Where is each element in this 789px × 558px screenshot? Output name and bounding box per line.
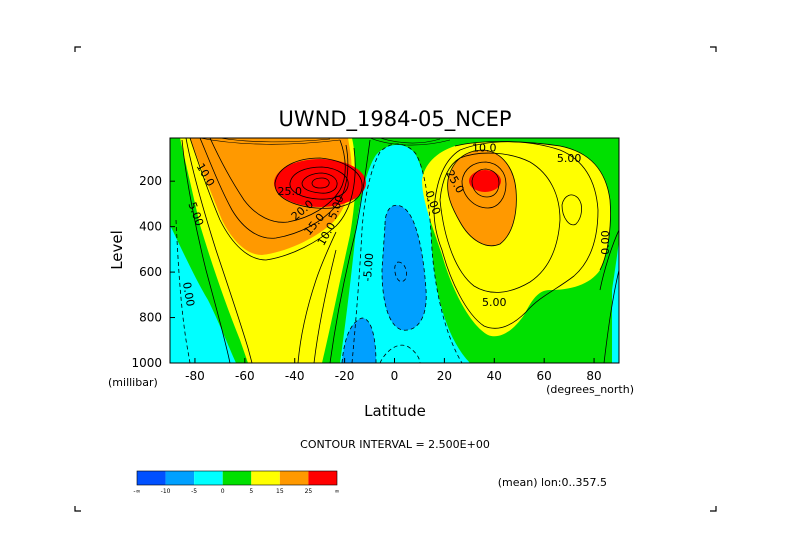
y-axis: 200 400 600 800 1000 <box>131 174 175 370</box>
y-tick-label: 200 <box>139 174 162 188</box>
colorbar-swatch <box>137 471 166 485</box>
x-tick-label: 60 <box>537 369 552 383</box>
contour-label: 5.00 <box>482 296 507 309</box>
y-tick-label: 400 <box>139 220 162 234</box>
contour-fill-orange-right <box>447 150 517 246</box>
x-unit-label: (degrees_north) <box>546 383 634 396</box>
x-tick-label: -20 <box>335 369 355 383</box>
chart-title: UWND_1984-05_NCEP <box>278 107 511 132</box>
contour-fill-cyan-right <box>612 240 619 363</box>
colorbar-tick-label: -10 <box>161 488 171 495</box>
colorbar-tick-label: 25 <box>305 488 313 495</box>
colorbar-tick-label: -5 <box>191 488 197 495</box>
colorbar-tick-label: 5 <box>249 488 253 495</box>
y-axis-title: Level <box>108 230 126 270</box>
colorbar-tick-label: 0 <box>221 488 225 495</box>
contour-fill-blue-upper <box>382 205 427 331</box>
crop-marks <box>74 46 717 512</box>
x-tick-label: 40 <box>487 369 502 383</box>
y-tick-label: 600 <box>139 265 162 279</box>
contour-label: 25.0 <box>277 185 302 198</box>
x-axis-title: Latitude <box>364 402 426 420</box>
x-tick-label: 80 <box>586 369 601 383</box>
contour-lines <box>181 138 619 363</box>
colorbar-swatch <box>308 471 337 485</box>
colorbar-swatch <box>165 471 195 485</box>
y-tick-label: 1000 <box>131 356 162 370</box>
y-tick-label: 800 <box>139 311 162 325</box>
contour-label: 5.00 <box>557 152 582 165</box>
x-tick-label: 20 <box>437 369 452 383</box>
colorbar-swatch <box>279 471 309 485</box>
colorbar-tick-label: ∞ <box>335 488 340 495</box>
contour-fill-red-south <box>274 159 366 207</box>
x-tick-label: -60 <box>235 369 255 383</box>
contour-label: 0.00 <box>599 230 612 255</box>
colorbar-frame <box>136 470 338 486</box>
contour-label: 10.0 <box>472 142 497 155</box>
x-axis: -80 -60 -40 -20 0 20 40 60 80 <box>185 358 602 383</box>
x-tick-label: 0 <box>391 369 399 383</box>
colorbar-tick-label: -∞ <box>133 488 140 495</box>
contour-lines-top <box>199 138 451 146</box>
footnote-label: (mean) lon:0..357.5 <box>498 476 607 489</box>
colorbar-swatch <box>194 471 223 485</box>
contour-label: 0.00 <box>180 281 197 307</box>
contour-fill-cyan-left <box>170 225 236 363</box>
x-tick-label: -80 <box>185 369 205 383</box>
colorbar: -∞ -10 -5 0 5 15 25 ∞ <box>133 470 340 495</box>
colorbar-swatch <box>222 471 252 485</box>
contour-label: -5.00 <box>361 252 376 281</box>
colorbar-swatch <box>251 471 280 485</box>
plot-area <box>170 138 619 363</box>
contour-fill-red-north <box>469 170 501 192</box>
contour-interval-label: CONTOUR INTERVAL = 2.500E+00 <box>300 438 490 451</box>
x-tick-label: -40 <box>285 369 305 383</box>
y-unit-label: (millibar) <box>108 376 158 389</box>
colorbar-tick-label: 15 <box>276 488 284 495</box>
